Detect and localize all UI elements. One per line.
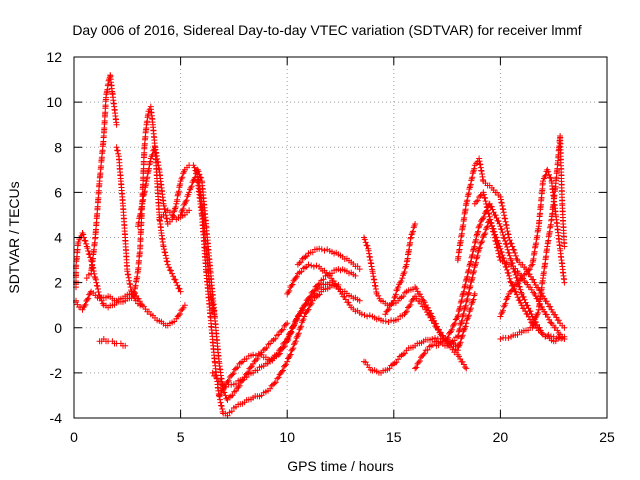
chart-title: Day 006 of 2016, Sidereal Day-to-day VTE… xyxy=(72,22,581,38)
series-arc-p xyxy=(382,221,419,318)
y-tick-label: 12 xyxy=(46,49,62,65)
series-points xyxy=(361,234,470,372)
series-arc-o xyxy=(361,234,470,372)
y-tick-label: 6 xyxy=(54,184,62,200)
x-axis-label: GPS time / hours xyxy=(287,458,394,474)
y-tick-label: 8 xyxy=(54,139,62,155)
y-tick-label: 10 xyxy=(46,94,62,110)
series-points xyxy=(382,221,419,318)
series-arc-j xyxy=(194,178,342,419)
series-points xyxy=(96,336,129,349)
x-tick-label: 0 xyxy=(70,429,78,445)
series-arc-l xyxy=(216,266,359,399)
series-points xyxy=(497,133,568,342)
series-points xyxy=(194,178,342,419)
series-arc-d xyxy=(96,336,129,349)
y-tick-label: 2 xyxy=(54,275,62,291)
y-tick-label: -2 xyxy=(50,365,63,381)
x-tick-label: 25 xyxy=(599,429,615,445)
y-tick-label: -4 xyxy=(50,410,63,426)
x-tick-label: 20 xyxy=(493,429,509,445)
series-arc-s xyxy=(433,200,568,349)
series-arc-w xyxy=(497,133,568,342)
ticks: 0 5 10 15 20 25 -4 -2 0 2 4 6 8 10 12 xyxy=(46,49,615,445)
x-tick-label: 10 xyxy=(279,429,295,445)
x-tick-label: 15 xyxy=(386,429,402,445)
y-axis-label: SDTVAR / TECUs xyxy=(6,181,22,293)
series-arc-c xyxy=(83,72,120,282)
series-arc-e xyxy=(113,144,144,309)
series-points xyxy=(113,144,144,309)
series-points xyxy=(83,72,120,282)
y-tick-label: 0 xyxy=(54,320,62,336)
series-arc-n xyxy=(294,245,363,273)
series-layer xyxy=(73,72,568,419)
series-points xyxy=(433,200,568,349)
series-points xyxy=(294,245,363,273)
y-tick-label: 4 xyxy=(54,230,62,246)
x-tick-label: 5 xyxy=(177,429,185,445)
series-points xyxy=(216,266,359,399)
